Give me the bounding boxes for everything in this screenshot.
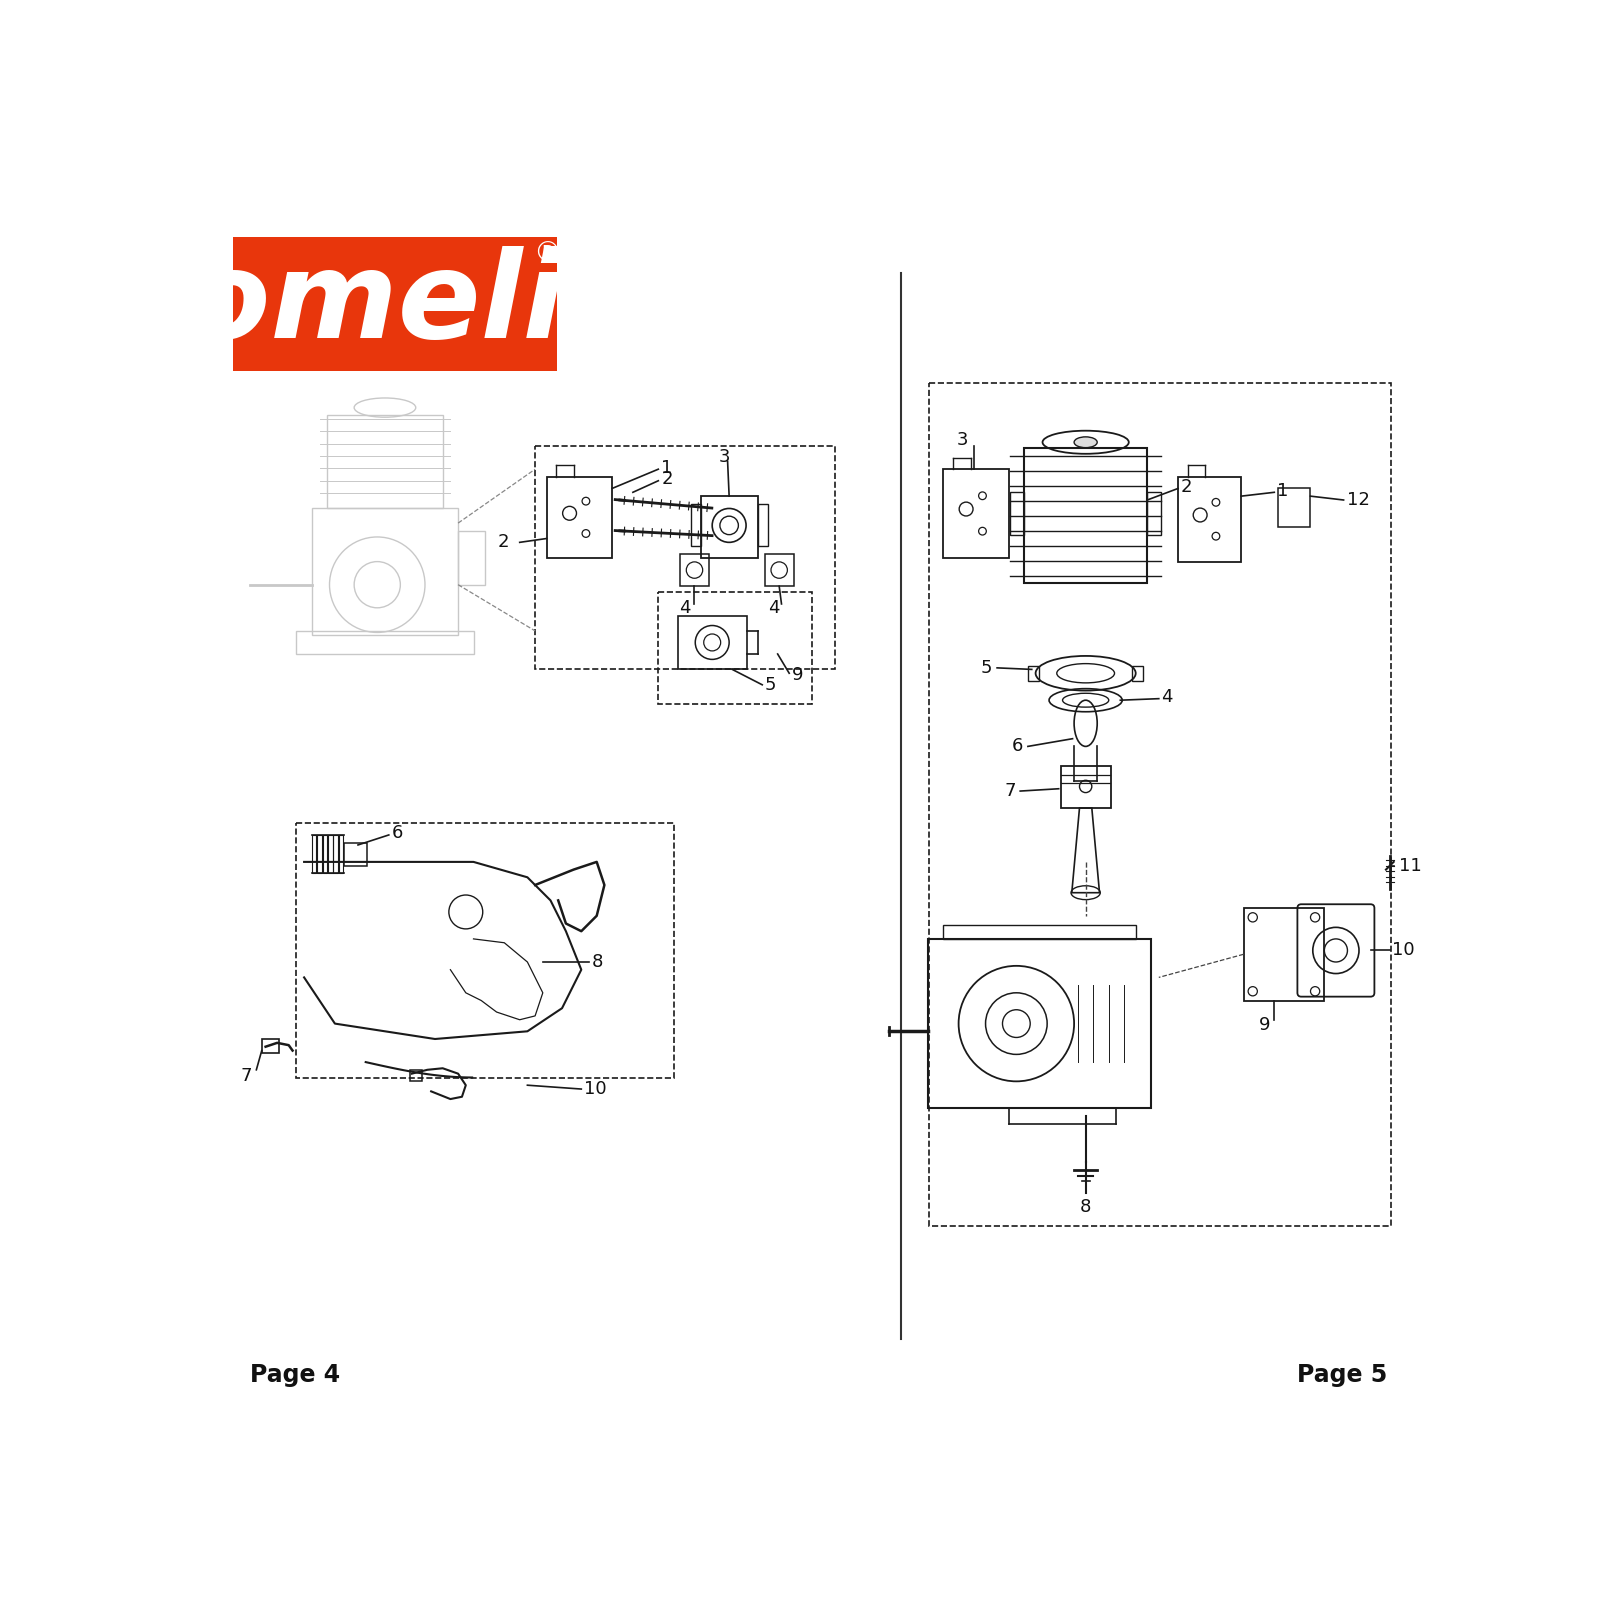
Text: 12: 12 bbox=[1347, 491, 1370, 509]
Bar bbox=[765, 554, 794, 586]
Bar bbox=[677, 616, 747, 669]
Text: 3: 3 bbox=[718, 448, 730, 466]
Text: 9: 9 bbox=[1259, 1016, 1270, 1034]
Text: 1: 1 bbox=[661, 459, 672, 477]
Bar bbox=[1131, 666, 1144, 682]
Bar bbox=[410, 1070, 422, 1082]
Bar bbox=[262, 1038, 278, 1053]
Bar bbox=[1178, 477, 1242, 562]
Bar bbox=[344, 843, 368, 866]
Bar bbox=[944, 925, 1136, 939]
Bar bbox=[296, 630, 474, 654]
Text: 2: 2 bbox=[661, 470, 674, 488]
Bar bbox=[458, 531, 485, 584]
Bar bbox=[680, 554, 709, 586]
Ellipse shape bbox=[1074, 437, 1098, 448]
Bar bbox=[312, 507, 458, 635]
Text: 10: 10 bbox=[584, 1080, 606, 1098]
Bar bbox=[1010, 493, 1024, 534]
Text: 7: 7 bbox=[240, 1067, 253, 1085]
Bar bbox=[333, 835, 338, 874]
Text: 6: 6 bbox=[1011, 738, 1024, 755]
Text: 11: 11 bbox=[1398, 856, 1422, 875]
Bar bbox=[1061, 766, 1110, 808]
Bar bbox=[323, 835, 326, 874]
Text: 2: 2 bbox=[1181, 478, 1192, 496]
Text: 8: 8 bbox=[592, 954, 603, 971]
Bar bbox=[326, 416, 443, 507]
Text: Page 5: Page 5 bbox=[1298, 1363, 1387, 1387]
Bar bbox=[701, 496, 758, 558]
Bar bbox=[1147, 493, 1162, 534]
Bar bbox=[328, 835, 333, 874]
Text: 5: 5 bbox=[765, 675, 776, 694]
Bar bbox=[534, 446, 835, 669]
Text: 7: 7 bbox=[1005, 782, 1016, 800]
Text: 4: 4 bbox=[1162, 688, 1173, 706]
Text: 9: 9 bbox=[792, 666, 803, 683]
Text: Homelite: Homelite bbox=[85, 245, 706, 363]
Text: ®: ® bbox=[533, 240, 562, 267]
Text: 3: 3 bbox=[957, 430, 968, 450]
Bar bbox=[691, 504, 701, 546]
Text: 10: 10 bbox=[1392, 941, 1414, 960]
Bar bbox=[1027, 666, 1040, 682]
Bar bbox=[547, 477, 613, 558]
Text: 5: 5 bbox=[981, 659, 992, 677]
Bar bbox=[312, 835, 317, 874]
Bar bbox=[658, 592, 813, 704]
Bar bbox=[758, 504, 768, 546]
Text: 4: 4 bbox=[768, 598, 779, 616]
Bar bbox=[296, 824, 674, 1077]
Bar bbox=[317, 835, 322, 874]
Text: 1: 1 bbox=[1277, 482, 1288, 499]
Bar bbox=[928, 939, 1150, 1109]
Bar bbox=[339, 835, 344, 874]
Text: 8: 8 bbox=[1080, 1198, 1091, 1216]
Bar bbox=[944, 469, 1008, 558]
FancyBboxPatch shape bbox=[234, 237, 557, 371]
Text: 4: 4 bbox=[680, 598, 691, 616]
Bar bbox=[1024, 448, 1147, 582]
Text: 6: 6 bbox=[392, 824, 403, 843]
Bar bbox=[930, 382, 1392, 1226]
Bar bbox=[1278, 488, 1310, 526]
Bar bbox=[1243, 909, 1325, 1000]
Text: 2: 2 bbox=[498, 533, 509, 552]
Text: Page 4: Page 4 bbox=[250, 1363, 341, 1387]
